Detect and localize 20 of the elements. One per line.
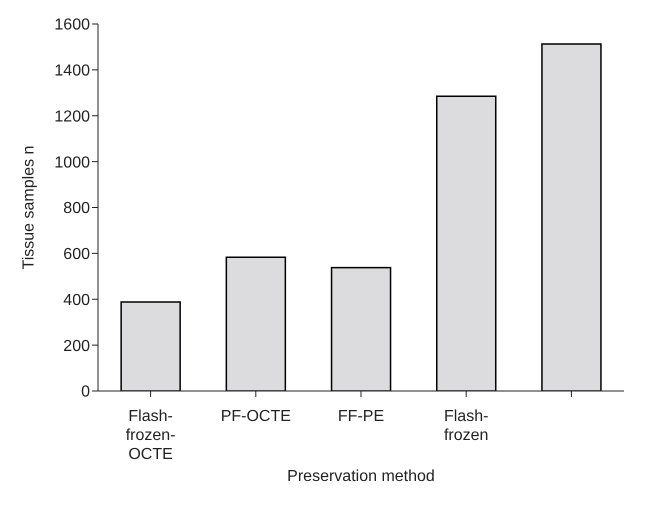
x-tick-label: PF-OCTE xyxy=(220,408,291,425)
y-tick-label: 1000 xyxy=(54,154,90,172)
y-tick-label: 400 xyxy=(63,292,90,309)
bar xyxy=(541,43,602,391)
y-tick-label: 200 xyxy=(63,338,90,355)
y-tick-label: 600 xyxy=(63,246,90,264)
x-tick-label: Flash-frozen xyxy=(444,408,488,444)
y-tick-label: 800 xyxy=(63,200,90,218)
bar xyxy=(436,96,496,391)
x-tick-label: Flash-frozen-OCTE xyxy=(126,408,176,463)
y-tick-label: 1600 xyxy=(54,16,90,34)
y-tick-label: 1200 xyxy=(54,108,90,126)
y-axis-title: Tissue samples n xyxy=(20,146,38,270)
bar xyxy=(330,266,392,391)
y-tick-label: 1400 xyxy=(54,62,90,80)
bar xyxy=(120,301,181,391)
x-tick-label: FF-PE xyxy=(338,408,384,425)
y-tick-label: 0 xyxy=(81,384,90,401)
bar xyxy=(226,256,286,391)
x-axis-title: Preservation method xyxy=(287,468,435,485)
